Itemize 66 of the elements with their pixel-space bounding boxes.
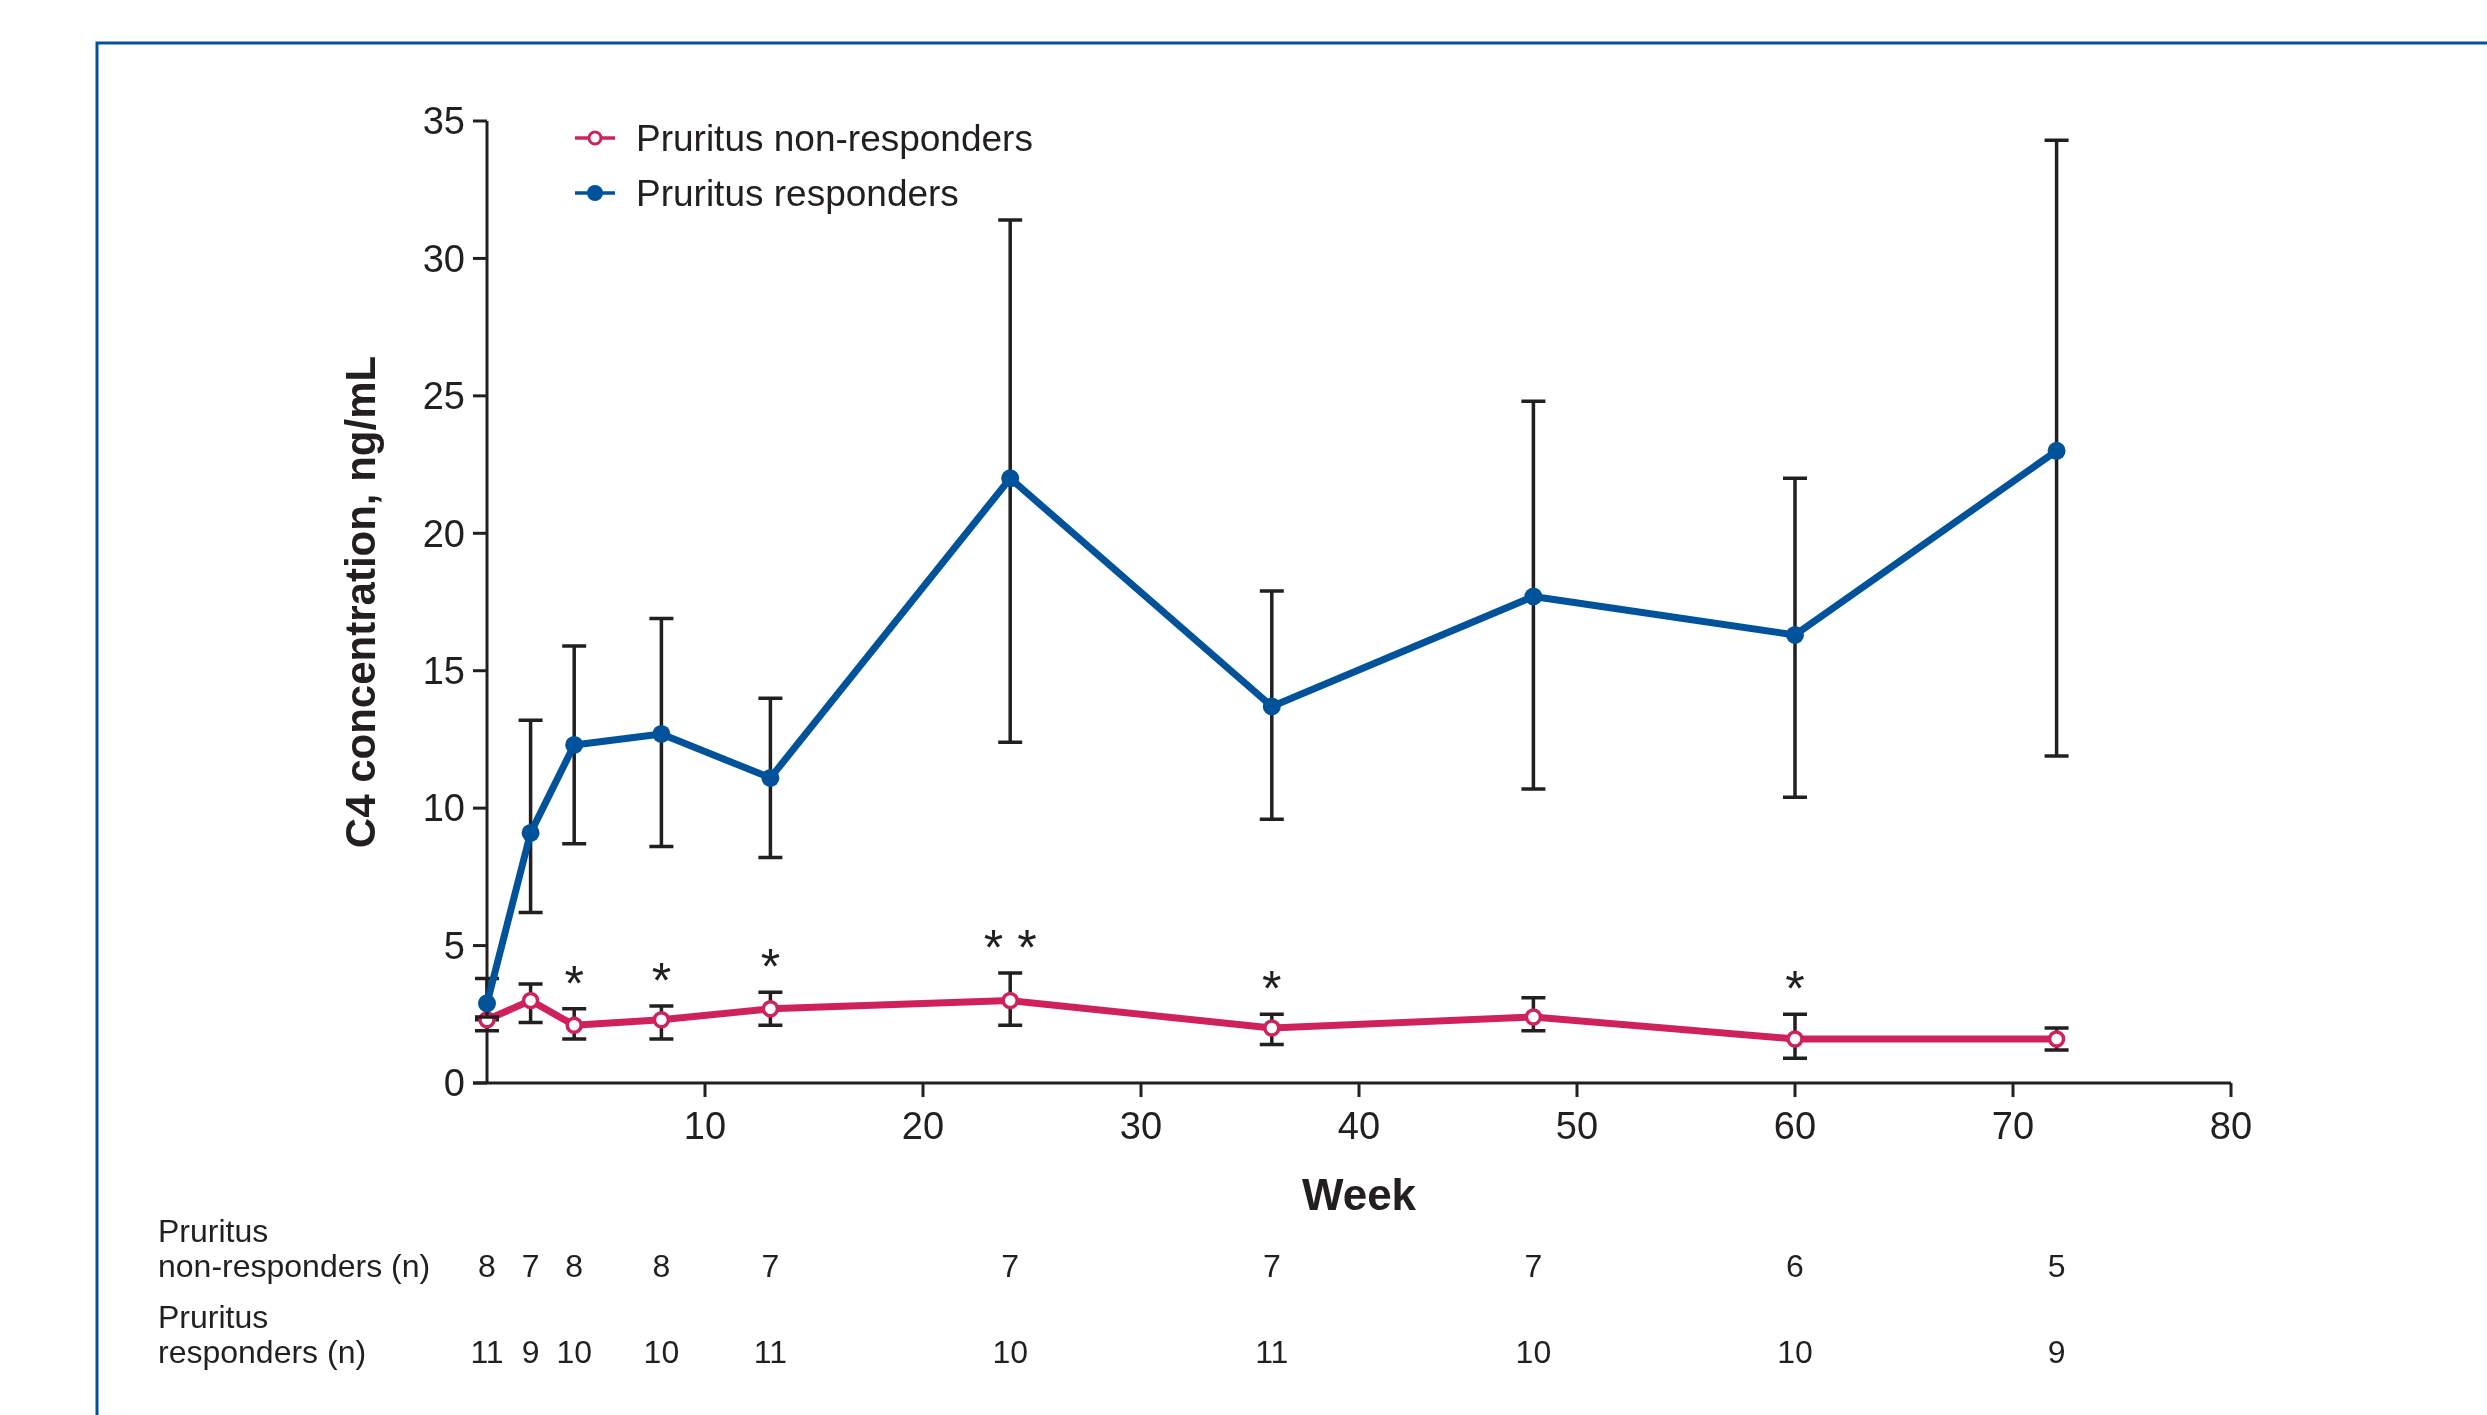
- point: [521, 991, 540, 1010]
- point: [521, 823, 540, 842]
- annotation: *: [564, 955, 584, 1012]
- y-tick-label: 20: [422, 512, 465, 555]
- x-tick-label: 40: [1337, 1105, 1381, 1147]
- y-tick-label: 0: [443, 1062, 465, 1105]
- x-tick-label: 70: [1991, 1105, 2035, 1147]
- point: [565, 735, 584, 754]
- text: 10: [556, 1334, 592, 1370]
- point: [478, 994, 496, 1013]
- y-tick-label: 10: [422, 787, 465, 830]
- annotation: *: [651, 953, 672, 1010]
- text: 8: [478, 1248, 496, 1284]
- text: 7: [1524, 1248, 1543, 1284]
- text: Pruritus non-responders (n): [158, 1213, 431, 1284]
- annotation: *: [1785, 961, 1805, 1018]
- x-tick-label: 60: [1773, 1105, 1817, 1147]
- y-tick-label: 25: [422, 375, 465, 418]
- text: 10: [1777, 1334, 1813, 1370]
- legend-label: Pruritus non-responders: [636, 117, 1033, 159]
- text: 10: [992, 1334, 1028, 1370]
- text: 11: [753, 1334, 788, 1370]
- point: [2047, 441, 2066, 460]
- y-axis-title: C4 concentration, ng/mL: [337, 355, 384, 849]
- point: [1524, 1008, 1543, 1026]
- y-tick-label: 35: [422, 100, 465, 143]
- text: 7: [1262, 1248, 1281, 1284]
- point: [761, 1000, 780, 1018]
- annotation: *: [1262, 961, 1282, 1018]
- text: 7: [761, 1248, 780, 1284]
- text: 11: [1255, 1334, 1289, 1370]
- x-tick-label: 30: [1119, 1105, 1163, 1147]
- point: [565, 1016, 583, 1035]
- point: [761, 768, 780, 787]
- text: 6: [1786, 1248, 1804, 1284]
- text: 8: [652, 1248, 671, 1284]
- point: [1786, 1030, 1804, 1048]
- point: [1263, 1019, 1281, 1037]
- point: [1001, 991, 1019, 1010]
- point: [1524, 587, 1543, 606]
- text: 7: [521, 1248, 540, 1284]
- x-tick-label: 50: [1555, 1105, 1599, 1147]
- x-tick-label: 20: [901, 1105, 945, 1147]
- y-tick-label: 30: [422, 237, 465, 280]
- text: 10: [643, 1334, 680, 1370]
- text: 7: [1001, 1248, 1020, 1284]
- text: Pruritus responders (n): [158, 1299, 367, 1370]
- point: [1262, 697, 1281, 716]
- y-tick-label: 15: [422, 650, 465, 693]
- text: 10: [1515, 1334, 1552, 1370]
- text: 5: [2047, 1248, 2066, 1284]
- x-tick-label: 80: [2209, 1105, 2253, 1147]
- text: 11: [470, 1334, 504, 1370]
- point: [1001, 469, 1020, 488]
- y-tick-label: 5: [443, 924, 465, 967]
- x-axis-title: Week: [1301, 1170, 1417, 1219]
- point: [1786, 625, 1804, 644]
- annotation: * *: [983, 920, 1037, 977]
- point: [652, 724, 671, 743]
- text: 9: [2047, 1334, 2066, 1370]
- annotation: *: [760, 939, 781, 996]
- legend-label: Pruritus responders: [636, 172, 959, 214]
- x-tick-label: 10: [683, 1105, 727, 1147]
- text: 8: [565, 1248, 584, 1284]
- text: 9: [521, 1334, 540, 1370]
- point: [652, 1011, 671, 1029]
